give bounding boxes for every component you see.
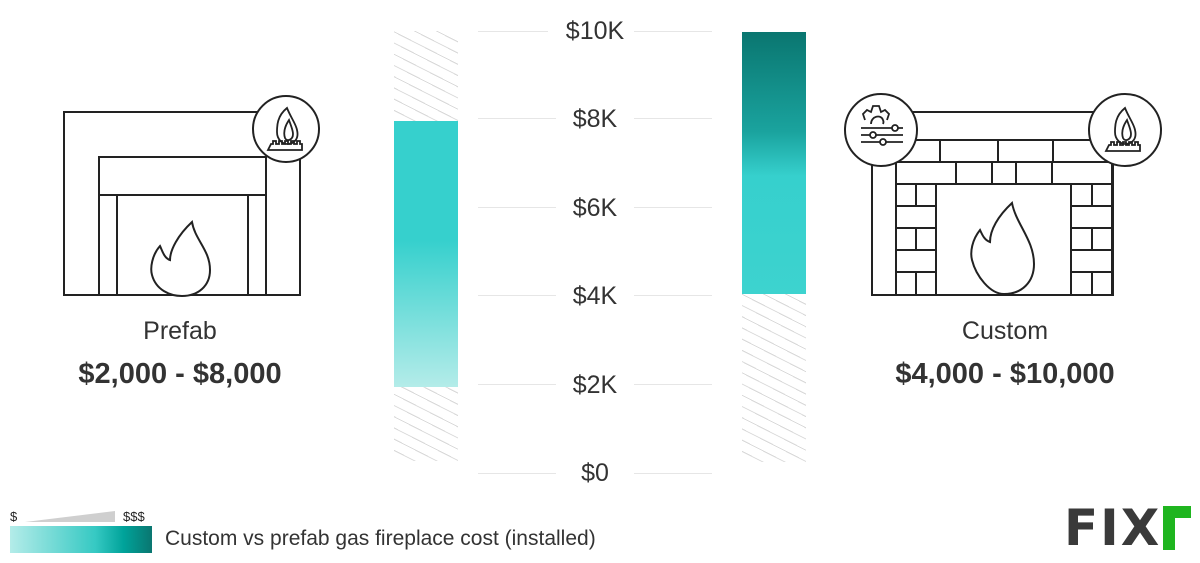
grid-line [634,207,712,208]
logo-text: FIX [1064,499,1162,557]
grid-line [478,31,548,32]
legend-gradient [10,526,152,553]
grid-line [478,207,556,208]
legend-low-label: $ [10,509,18,524]
tick-label-6k: $6K [572,194,618,222]
grid-line [634,473,712,474]
tick-label-4k: $4K [572,282,618,310]
tick-label-10k: $10K [565,17,625,45]
grid-line [634,31,712,32]
legend-high-label: $$$ [123,509,145,524]
prefab-hatch-bottom [394,387,458,461]
legend-wedge [25,511,115,522]
logo-r-mark [1163,506,1192,550]
fixr-logo: FIX [1064,499,1192,557]
custom-range-bar[interactable] [742,32,806,294]
custom-label: Custom [961,317,1049,345]
gas-burner-icon [1088,93,1162,167]
tick-label-0: $0 [581,459,609,487]
tick-label-2k: $2K [572,371,618,399]
legend-caption: Custom vs prefab gas fireplace cost (ins… [165,527,596,550]
grid-line [478,384,556,385]
gas-burner-icon [252,95,320,163]
grid-line [634,384,712,385]
tick-label-8k: $8K [572,105,618,133]
prefab-range: $2,000 - $8,000 [78,358,282,390]
prefab-label: Prefab [143,317,217,345]
grid-line [634,118,712,119]
prefab-range-bar[interactable] [394,121,458,387]
prefab-hatch-top [394,31,458,121]
custom-hatch-bottom [742,294,806,462]
gear-settings-icon [844,93,918,167]
grid-line [478,118,556,119]
custom-range: $4,000 - $10,000 [895,358,1115,390]
grid-line [478,295,556,296]
grid-line [634,295,712,296]
grid-line [478,473,556,474]
